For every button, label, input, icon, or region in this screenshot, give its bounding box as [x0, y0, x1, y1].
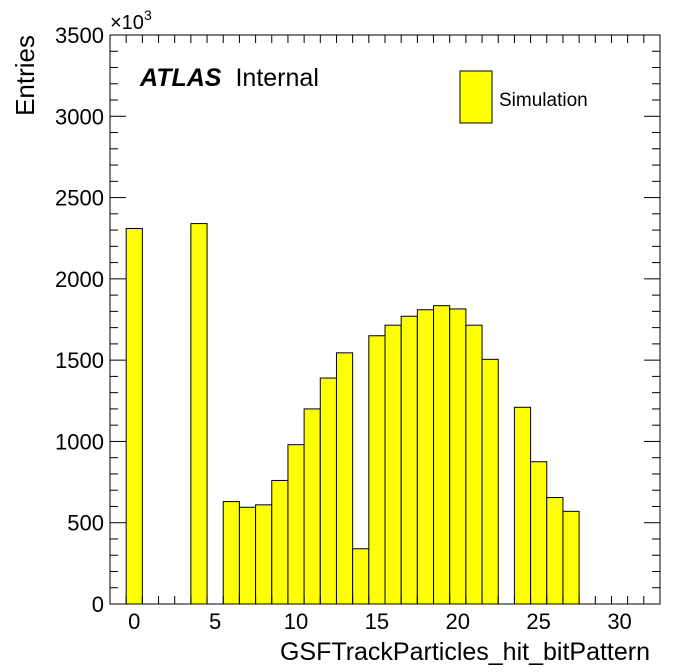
histogram-bar	[303, 408, 321, 605]
y-tick-label: 2500	[55, 186, 104, 211]
y-tick-label: 1500	[55, 348, 104, 373]
legend: Simulation	[459, 70, 588, 124]
legend-label: Simulation	[499, 90, 588, 111]
x-tick-label: 10	[284, 609, 308, 634]
histogram-bar	[271, 479, 289, 605]
y-tick-label: 3500	[55, 23, 104, 48]
x-tick-label: 5	[209, 609, 221, 634]
histogram-bar	[481, 358, 499, 605]
histogram-bars	[125, 223, 580, 605]
atlas-label: ATLAS Internal	[139, 64, 319, 92]
histogram-bar	[335, 352, 354, 605]
x-tick-label: 30	[607, 609, 631, 634]
y-multiplier-exp: 3	[144, 7, 152, 23]
histogram-bar	[255, 504, 273, 605]
histogram-bar	[238, 506, 257, 605]
y-axis-ticks: 0 500 1000 1500 2000 2500 3000 3500	[55, 23, 660, 617]
x-tick-label: 15	[365, 609, 389, 634]
y-tick-label: 500	[67, 511, 104, 536]
histogram-bar	[530, 461, 548, 605]
x-tick-label: 25	[526, 609, 550, 634]
y-multiplier: ×103	[110, 7, 152, 34]
histogram-bar	[546, 497, 564, 605]
y-axis-label: Entries	[10, 35, 40, 116]
histogram-bar	[384, 324, 402, 605]
atlas-bold: ATLAS	[139, 64, 222, 92]
legend-swatch	[459, 70, 493, 124]
x-tick-label: 0	[128, 609, 140, 634]
histogram-bar	[562, 510, 580, 605]
histogram-bar	[416, 309, 435, 605]
histogram-bar	[190, 223, 208, 605]
histogram-bar	[287, 444, 305, 605]
y-tick-label: 0	[92, 592, 104, 617]
histogram-bar	[513, 406, 532, 605]
y-tick-label: 1000	[55, 429, 104, 454]
x-tick-label: 20	[446, 609, 470, 634]
histogram-bar	[222, 501, 240, 605]
y-tick-label: 2000	[55, 267, 104, 292]
y-tick-label: 3000	[55, 104, 104, 129]
histogram-bar	[449, 308, 467, 605]
x-axis-ticks: 0 5 10 15 20 25 30	[109, 35, 661, 634]
histogram-bar	[352, 548, 370, 605]
histogram-bar	[319, 377, 337, 605]
histogram-bar	[368, 335, 386, 605]
histogram-bar	[125, 227, 143, 605]
atlas-internal: Internal	[235, 64, 318, 92]
histogram-bar	[400, 315, 418, 605]
histogram-bar	[465, 324, 483, 605]
histogram-bar	[433, 305, 451, 605]
x-axis-label: GSFTrackParticles_hit_bitPattern	[280, 638, 650, 666]
y-multiplier-base: ×10	[110, 12, 144, 34]
